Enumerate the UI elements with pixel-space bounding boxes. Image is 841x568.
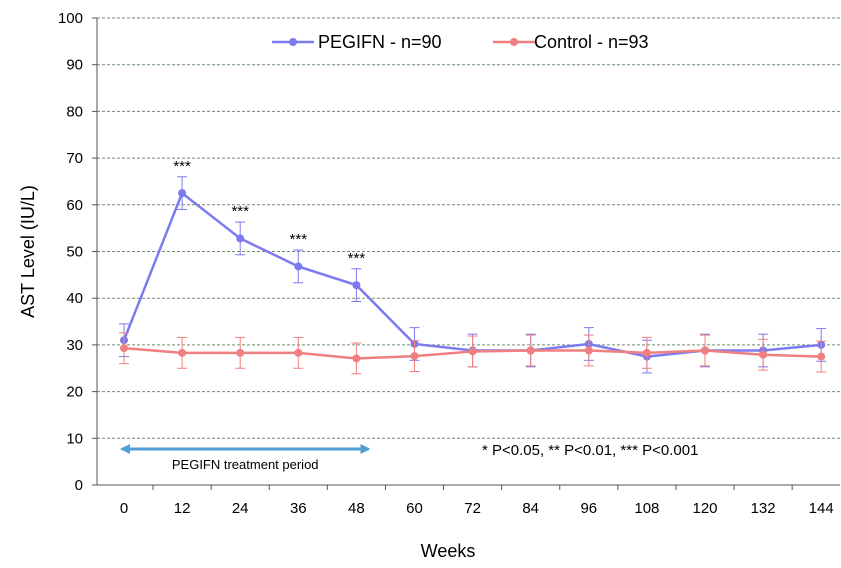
x-tick-label: 60 bbox=[406, 500, 423, 517]
data-point bbox=[526, 346, 535, 355]
y-tick-label: 50 bbox=[66, 244, 83, 261]
legend-marker bbox=[510, 38, 518, 46]
x-tick-label: 72 bbox=[464, 500, 481, 517]
y-tick-label: 10 bbox=[66, 430, 83, 447]
y-tick-label: 40 bbox=[66, 290, 83, 307]
data-point bbox=[178, 189, 187, 198]
x-tick-label: 120 bbox=[692, 500, 717, 517]
y-tick-label: 80 bbox=[66, 103, 83, 120]
gridlines bbox=[97, 17, 840, 439]
data-point bbox=[468, 347, 477, 356]
y-tick-label: 100 bbox=[58, 10, 83, 27]
legend-label: Control - n=93 bbox=[534, 32, 649, 52]
y-tick-label: 60 bbox=[66, 197, 83, 214]
x-tick-label: 12 bbox=[174, 500, 191, 517]
y-tick-label: 30 bbox=[66, 337, 83, 354]
data-point bbox=[236, 348, 245, 357]
x-tick-label: 108 bbox=[634, 500, 659, 517]
significance-marker: *** bbox=[348, 250, 366, 267]
x-tick-labels: 0 12 24 36 48 60 72 84 96 108 120 132 144 bbox=[120, 500, 834, 517]
y-tick-label: 20 bbox=[66, 384, 83, 401]
legend: PEGIFN - n=90 Control - n=93 bbox=[272, 32, 649, 52]
y-tick-label: 90 bbox=[66, 57, 83, 74]
data-point bbox=[584, 346, 593, 355]
x-tick-label: 96 bbox=[580, 500, 597, 517]
legend-item: PEGIFN - n=90 bbox=[272, 32, 442, 52]
legend-label: PEGIFN - n=90 bbox=[318, 32, 442, 52]
x-tick-label: 24 bbox=[232, 500, 249, 517]
data-point bbox=[410, 352, 419, 361]
legend-marker bbox=[289, 38, 297, 46]
y-tick-label: 70 bbox=[66, 150, 83, 167]
data-point bbox=[701, 346, 709, 355]
data-point bbox=[352, 281, 361, 290]
data-point bbox=[236, 234, 245, 243]
series-control bbox=[119, 332, 827, 375]
x-tick-label: 144 bbox=[809, 500, 834, 517]
x-tick-label: 36 bbox=[290, 500, 307, 517]
data-point bbox=[759, 350, 768, 359]
data-point bbox=[817, 352, 826, 361]
x-tick-label: 84 bbox=[522, 500, 539, 517]
p-value-note: * P<0.05, ** P<0.01, *** P<0.001 bbox=[482, 442, 698, 459]
series-layer bbox=[119, 176, 827, 375]
x-tick-label: 132 bbox=[751, 500, 776, 517]
x-tick-label: 0 bbox=[120, 500, 128, 517]
series-line bbox=[122, 191, 822, 358]
data-point bbox=[120, 344, 128, 353]
data-point bbox=[294, 262, 303, 271]
y-axis-label: AST Level (IU/L) bbox=[18, 185, 38, 318]
data-point bbox=[178, 348, 187, 357]
legend-item: Control - n=93 bbox=[493, 32, 649, 52]
significance-marker: *** bbox=[173, 158, 191, 175]
x-axis-label: Weeks bbox=[421, 541, 476, 561]
significance-marker: *** bbox=[231, 203, 249, 220]
y-tick-label: 0 bbox=[75, 477, 83, 494]
axes bbox=[92, 17, 840, 490]
significance-markers: *** *** *** *** bbox=[173, 158, 365, 267]
data-point bbox=[294, 348, 303, 357]
data-point bbox=[642, 348, 651, 357]
x-tick-label: 48 bbox=[348, 500, 365, 517]
significance-marker: *** bbox=[290, 231, 308, 248]
data-point bbox=[352, 354, 361, 363]
y-tick-labels: 0 10 20 30 40 50 60 70 80 90 100 bbox=[58, 10, 83, 494]
treatment-period-label: PEGIFN treatment period bbox=[172, 457, 319, 472]
